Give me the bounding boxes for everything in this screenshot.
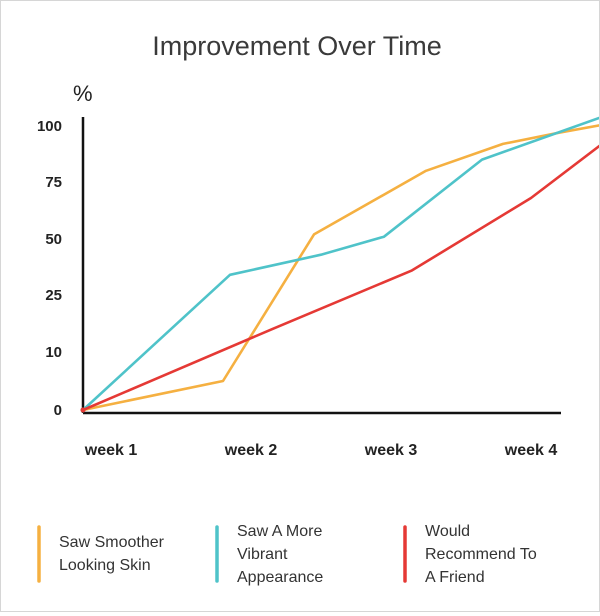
- y-tick-label: 0: [54, 402, 62, 419]
- legend-label: Vibrant: [237, 546, 288, 563]
- y-axis-unit: %: [73, 81, 93, 106]
- y-tick-label: 75: [45, 174, 62, 191]
- x-tick-label: week 3: [364, 442, 418, 459]
- legend-label: Looking Skin: [59, 557, 151, 574]
- legend-label: Would: [425, 523, 470, 540]
- y-tick-label: 100: [37, 118, 62, 135]
- chart-title: Improvement Over Time: [152, 31, 442, 61]
- legend: Saw Smoother Looking Skin Saw A More Vibran…: [37, 523, 537, 586]
- series-line-1: [81, 123, 600, 412]
- x-tick-label: week 1: [84, 442, 138, 459]
- legend-label: Saw Smoother: [59, 534, 165, 551]
- series-line-2: [81, 116, 600, 412]
- legend-label: Recommend To: [425, 546, 537, 563]
- x-tick-labels: week 1 week 2 week 3 week 4: [84, 442, 558, 459]
- y-tick-label: 25: [45, 287, 62, 304]
- legend-label: Saw A More: [237, 523, 322, 540]
- y-tick-label: 50: [45, 231, 62, 248]
- series-line-3: [81, 143, 600, 412]
- x-tick-label: week 2: [224, 442, 278, 459]
- x-tick-label: week 4: [504, 442, 558, 459]
- legend-label: A Friend: [425, 569, 485, 586]
- y-tick-label: 10: [45, 344, 62, 361]
- legend-label: Appearance: [237, 569, 323, 586]
- series-lines: [80, 116, 600, 413]
- y-tick-labels: 0 10 25 50 75 100: [37, 118, 62, 419]
- series-start-point: [80, 407, 86, 413]
